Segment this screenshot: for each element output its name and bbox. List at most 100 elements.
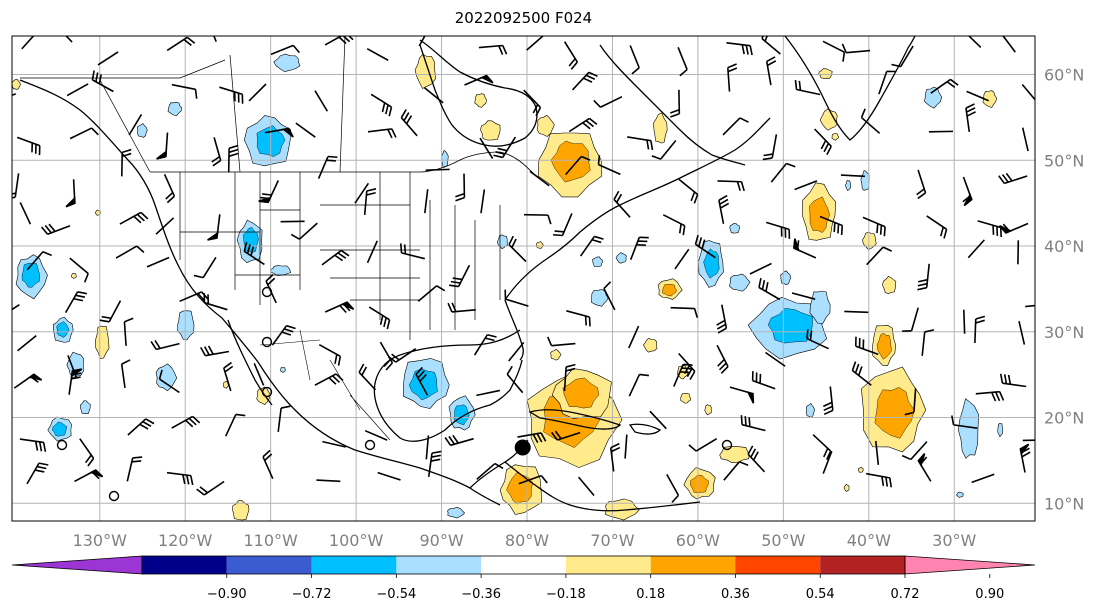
wind-barb bbox=[904, 388, 917, 416]
wind-barb bbox=[716, 304, 728, 334]
positive-anomaly-core bbox=[876, 332, 892, 360]
wind-barb bbox=[962, 176, 973, 207]
wind-barb bbox=[424, 189, 429, 214]
positive-anomaly-area bbox=[862, 231, 877, 250]
wind-barb bbox=[99, 300, 122, 323]
wind-barb bbox=[563, 41, 578, 70]
wind-barb bbox=[791, 292, 816, 300]
wind-barb bbox=[1025, 303, 1035, 308]
positive-anomaly-area bbox=[550, 349, 562, 361]
wind-barb bbox=[417, 285, 446, 302]
calm-wind-circle bbox=[261, 286, 273, 298]
wind-barb bbox=[400, 109, 418, 137]
positive-anomaly-area bbox=[474, 93, 487, 108]
wind-barb bbox=[963, 309, 966, 334]
wind-barb bbox=[593, 95, 623, 108]
wind-barb bbox=[271, 324, 296, 346]
colorbar-swatch bbox=[820, 556, 905, 574]
colorbar-tick-label: −0.90 bbox=[207, 587, 247, 602]
wind-barbs bbox=[12, 36, 1035, 503]
negative-anomaly-area bbox=[997, 423, 1003, 437]
wind-barb bbox=[387, 348, 417, 363]
wind-barb bbox=[523, 213, 552, 225]
wind-barb bbox=[193, 256, 217, 279]
wind-barb bbox=[206, 36, 217, 42]
wind-barb bbox=[794, 180, 818, 191]
wind-barb bbox=[399, 243, 425, 260]
wind-barb bbox=[765, 351, 786, 367]
wind-barb bbox=[609, 442, 621, 472]
wind-barb bbox=[566, 310, 591, 327]
wind-barb bbox=[966, 90, 990, 102]
negative-anomaly-core bbox=[21, 262, 40, 288]
wind-barb bbox=[998, 172, 1028, 185]
wind-barb bbox=[163, 173, 176, 204]
wind-barb bbox=[200, 345, 230, 357]
wind-barb bbox=[317, 155, 338, 179]
wind-barb bbox=[977, 220, 1002, 238]
wind-barb bbox=[74, 469, 104, 483]
positive-anomaly-area bbox=[95, 325, 110, 360]
wind-barb bbox=[823, 386, 834, 416]
negative-anomaly-area bbox=[615, 252, 627, 264]
wind-barb bbox=[651, 139, 677, 160]
wind-barb bbox=[814, 128, 832, 156]
wind-barb bbox=[603, 281, 616, 311]
wind-barb bbox=[694, 234, 716, 259]
wind-barb bbox=[577, 476, 595, 496]
wind-barb bbox=[806, 329, 829, 350]
wind-barb bbox=[1021, 83, 1035, 104]
wind-barb bbox=[901, 441, 928, 461]
wind-barb bbox=[902, 307, 919, 332]
wind-barb bbox=[717, 180, 745, 192]
colorbar-swatch bbox=[311, 556, 397, 574]
positive-anomaly-area bbox=[831, 133, 840, 141]
wind-barb bbox=[478, 44, 508, 55]
negative-anomaly-area bbox=[805, 403, 816, 418]
wind-barb bbox=[270, 44, 301, 56]
wind-barb bbox=[891, 45, 914, 68]
wind-barb bbox=[368, 306, 391, 330]
colorbar-tick-label: 0.90 bbox=[975, 587, 1004, 602]
wind-barb bbox=[321, 249, 350, 266]
wind-barb bbox=[812, 434, 832, 461]
wind-barb bbox=[597, 155, 621, 176]
wind-barb bbox=[926, 215, 948, 239]
positive-anomaly-area bbox=[232, 500, 250, 521]
wind-barb bbox=[13, 373, 43, 389]
coastline-west-na bbox=[19, 79, 501, 506]
wind-barb bbox=[971, 473, 995, 484]
colorbar-swatch bbox=[142, 556, 227, 574]
wind-barb bbox=[26, 251, 53, 271]
wind-barb bbox=[563, 363, 576, 391]
wind-barb bbox=[427, 450, 442, 478]
wind-barb bbox=[553, 213, 573, 237]
negative-anomaly-area bbox=[590, 289, 609, 307]
wind-barb bbox=[624, 434, 628, 459]
wind-barb bbox=[794, 79, 821, 96]
negative-anomaly-core bbox=[408, 368, 438, 401]
wind-barb bbox=[65, 179, 76, 208]
wind-barb bbox=[219, 86, 244, 104]
wind-barb bbox=[243, 241, 265, 266]
wind-barb bbox=[17, 334, 37, 352]
wind-barb bbox=[726, 42, 753, 56]
colorbar-extend-low bbox=[11, 555, 143, 575]
wind-barb bbox=[19, 438, 47, 452]
positive-anomaly-area bbox=[843, 483, 850, 492]
wind-barb bbox=[258, 180, 280, 204]
wind-barb bbox=[529, 170, 550, 187]
calm-wind-circle bbox=[108, 490, 120, 502]
wind-barb bbox=[367, 128, 397, 139]
wind-barb bbox=[66, 83, 89, 97]
wind-barb bbox=[316, 479, 341, 483]
wind-barb bbox=[150, 340, 180, 351]
colorbar bbox=[11, 555, 1036, 575]
wind-barb bbox=[999, 222, 1029, 234]
wind-barb bbox=[916, 169, 927, 200]
positive-anomaly-area bbox=[411, 0, 428, 14]
coastline-labrador bbox=[599, 44, 746, 166]
wind-barb bbox=[564, 155, 591, 176]
wind-barb bbox=[613, 190, 631, 218]
